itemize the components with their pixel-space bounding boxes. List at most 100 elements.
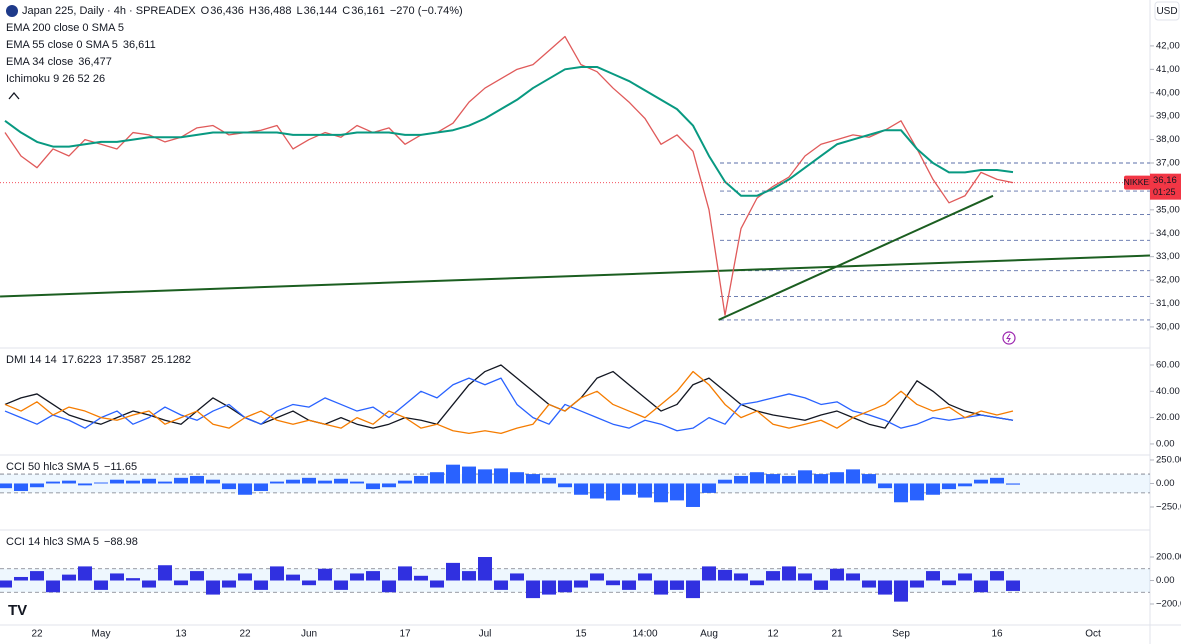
bar bbox=[862, 474, 876, 484]
bar bbox=[590, 483, 604, 499]
trend-line bbox=[718, 194, 994, 321]
bar bbox=[350, 573, 364, 581]
y-tick-label: 20.00 bbox=[1156, 412, 1180, 423]
bar bbox=[46, 580, 60, 593]
indicator-value: 36,477 bbox=[78, 56, 112, 68]
bar bbox=[942, 580, 956, 586]
bar bbox=[654, 580, 668, 595]
bar bbox=[686, 580, 700, 599]
bar bbox=[510, 573, 524, 581]
bar bbox=[830, 472, 844, 484]
bar bbox=[46, 481, 60, 484]
bar bbox=[398, 480, 412, 484]
bar bbox=[734, 573, 748, 581]
x-tick-label: 21 bbox=[831, 629, 843, 640]
bar bbox=[766, 474, 780, 484]
bar bbox=[862, 580, 876, 588]
y-tick-label: 40.00 bbox=[1156, 386, 1180, 397]
event-bolt bbox=[1006, 333, 1011, 343]
bar bbox=[174, 580, 188, 586]
symbol-tag-text: NIKKEI bbox=[1124, 177, 1152, 187]
y-tick-label: 200.00 bbox=[1156, 552, 1181, 563]
y-tick-label: 0.00 bbox=[1156, 478, 1175, 489]
ohlc-value: 36,161 bbox=[351, 5, 385, 17]
x-tick-label: 14:00 bbox=[632, 629, 657, 640]
bar bbox=[286, 479, 300, 484]
currency: USD bbox=[1156, 6, 1177, 17]
bar bbox=[526, 474, 540, 484]
bar bbox=[878, 580, 892, 595]
price-tag bbox=[1150, 173, 1181, 200]
brand-logo[interactable]: TV bbox=[8, 602, 27, 619]
trend-line bbox=[0, 254, 1150, 298]
currency-box[interactable] bbox=[1154, 1, 1180, 21]
x-tick-label: 22 bbox=[31, 629, 43, 640]
bar bbox=[478, 469, 492, 484]
bar bbox=[206, 479, 220, 484]
x-tick-label: 22 bbox=[239, 629, 251, 640]
y-tick-label: 30,00 bbox=[1156, 321, 1180, 332]
y-tick-label: 33,00 bbox=[1156, 251, 1180, 262]
bar bbox=[334, 580, 348, 590]
bar bbox=[446, 464, 460, 484]
bar bbox=[382, 483, 396, 488]
bar bbox=[302, 580, 316, 586]
bar bbox=[734, 475, 748, 484]
bar bbox=[30, 483, 44, 488]
symbol-title: Japan 225, Daily · 4h · SPREADEX bbox=[22, 5, 196, 17]
bar bbox=[974, 479, 988, 484]
x-tick-label: Oct bbox=[1085, 629, 1101, 640]
bar bbox=[686, 483, 700, 507]
bar bbox=[942, 483, 956, 490]
bar bbox=[750, 580, 764, 586]
series-line bbox=[4, 65, 1014, 197]
bar bbox=[190, 571, 204, 581]
bar bbox=[318, 568, 332, 581]
bar bbox=[990, 571, 1004, 581]
bar bbox=[366, 483, 380, 490]
x-tick-label: 15 bbox=[575, 629, 587, 640]
bar bbox=[414, 475, 428, 484]
bar bbox=[894, 483, 908, 503]
bar bbox=[446, 562, 460, 581]
bar bbox=[910, 483, 924, 501]
x-tick-label: May bbox=[92, 629, 111, 640]
collapse-button[interactable] bbox=[5, 89, 23, 103]
ohlc-value: 36,144 bbox=[304, 5, 338, 17]
y-tick-label: 39,00 bbox=[1156, 111, 1180, 122]
bar bbox=[590, 573, 604, 581]
indicator-value: −11.65 bbox=[104, 461, 137, 473]
bar bbox=[782, 566, 796, 581]
indicator-title: CCI 14 hlc3 SMA 5 bbox=[6, 536, 99, 548]
bar bbox=[702, 483, 716, 493]
indicator-value: 17.6223 bbox=[62, 354, 102, 366]
y-tick-label: 40,00 bbox=[1156, 87, 1180, 98]
bar bbox=[94, 482, 108, 484]
bar bbox=[0, 580, 12, 588]
bar bbox=[270, 481, 284, 484]
bar bbox=[718, 479, 732, 484]
bar bbox=[158, 481, 172, 484]
symbol-tag bbox=[1124, 175, 1151, 190]
bar bbox=[222, 580, 236, 588]
indicator-value: −88.98 bbox=[104, 536, 138, 548]
bar bbox=[398, 566, 412, 581]
bar bbox=[14, 576, 28, 581]
bar bbox=[670, 580, 684, 590]
bar bbox=[670, 483, 684, 501]
y-tick-label: 60.00 bbox=[1156, 359, 1180, 370]
bar bbox=[382, 580, 396, 593]
bar bbox=[238, 573, 252, 581]
x-tick-label: Jul bbox=[479, 629, 492, 640]
event-icon[interactable] bbox=[1002, 331, 1016, 345]
bar bbox=[158, 565, 172, 581]
bar bbox=[926, 483, 940, 495]
y-tick-label: 0.00 bbox=[1156, 438, 1175, 449]
bar bbox=[126, 480, 140, 484]
x-tick-label: Jun bbox=[301, 629, 317, 640]
y-tick-label: 250.00 bbox=[1156, 454, 1181, 465]
y-tick-label: −200.00 bbox=[1156, 598, 1181, 609]
x-tick-label: 13 bbox=[175, 629, 187, 640]
bar bbox=[254, 580, 268, 590]
bar bbox=[142, 478, 156, 484]
